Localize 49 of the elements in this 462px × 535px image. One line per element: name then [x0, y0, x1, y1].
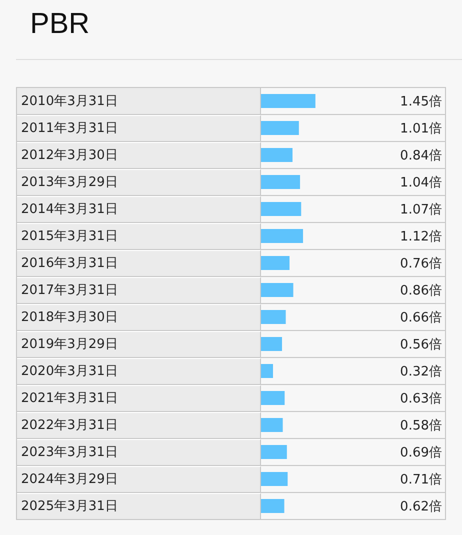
bar	[261, 445, 287, 459]
y-tick-label: 2018年3月30日	[21, 310, 118, 326]
data-label: 0.84倍	[400, 148, 442, 164]
y-tick-label: 2010年3月31日	[21, 94, 118, 110]
chart-title: PBR	[30, 8, 90, 40]
y-tick-label: 2015年3月31日	[21, 229, 118, 244]
data-label: 0.66倍	[400, 310, 442, 326]
bar	[261, 121, 299, 135]
bar	[261, 391, 285, 405]
bar	[261, 283, 294, 297]
data-label: 0.32倍	[400, 364, 442, 380]
bar	[261, 310, 286, 324]
bar	[261, 337, 282, 351]
data-label: 0.56倍	[400, 338, 442, 353]
data-label: 0.69倍	[400, 446, 442, 461]
bar	[261, 472, 288, 486]
y-tick-label: 2011年3月31日	[21, 121, 118, 136]
bar	[261, 94, 316, 108]
y-tick-label: 2019年3月29日	[21, 337, 118, 352]
bar	[261, 202, 302, 216]
y-tick-label: 2025年3月31日	[21, 499, 118, 514]
y-tick-label: 2020年3月31日	[21, 364, 118, 380]
data-label: 0.63倍	[400, 392, 442, 407]
data-label: 1.01倍	[400, 122, 442, 137]
bar	[261, 229, 304, 243]
bar	[261, 364, 274, 378]
y-tick-label: 2013年3月29日	[21, 175, 118, 190]
data-label: 0.76倍	[400, 256, 442, 272]
bar	[261, 499, 284, 513]
data-label: 1.04倍	[400, 176, 442, 191]
y-tick-label: 2021年3月31日	[21, 391, 118, 406]
y-tick-label: 2024年3月29日	[21, 472, 118, 488]
data-label: 0.58倍	[400, 418, 442, 434]
y-tick-label: 2014年3月31日	[21, 202, 118, 218]
bar	[261, 148, 293, 162]
y-tick-label: 2017年3月31日	[21, 283, 118, 298]
bar	[261, 256, 290, 270]
data-label: 0.62倍	[400, 500, 442, 515]
data-label: 0.71倍	[400, 472, 442, 488]
data-label: 1.07倍	[400, 202, 442, 218]
data-label: 1.12倍	[400, 230, 442, 245]
y-tick-label: 2023年3月31日	[21, 445, 118, 460]
bar	[261, 418, 283, 432]
y-tick-label: 2012年3月30日	[21, 148, 118, 164]
data-label: 0.86倍	[400, 284, 442, 299]
data-label: 1.45倍	[400, 94, 442, 110]
y-tick-label: 2022年3月31日	[21, 418, 118, 434]
bar	[261, 175, 300, 189]
y-tick-label: 2016年3月31日	[21, 256, 118, 272]
